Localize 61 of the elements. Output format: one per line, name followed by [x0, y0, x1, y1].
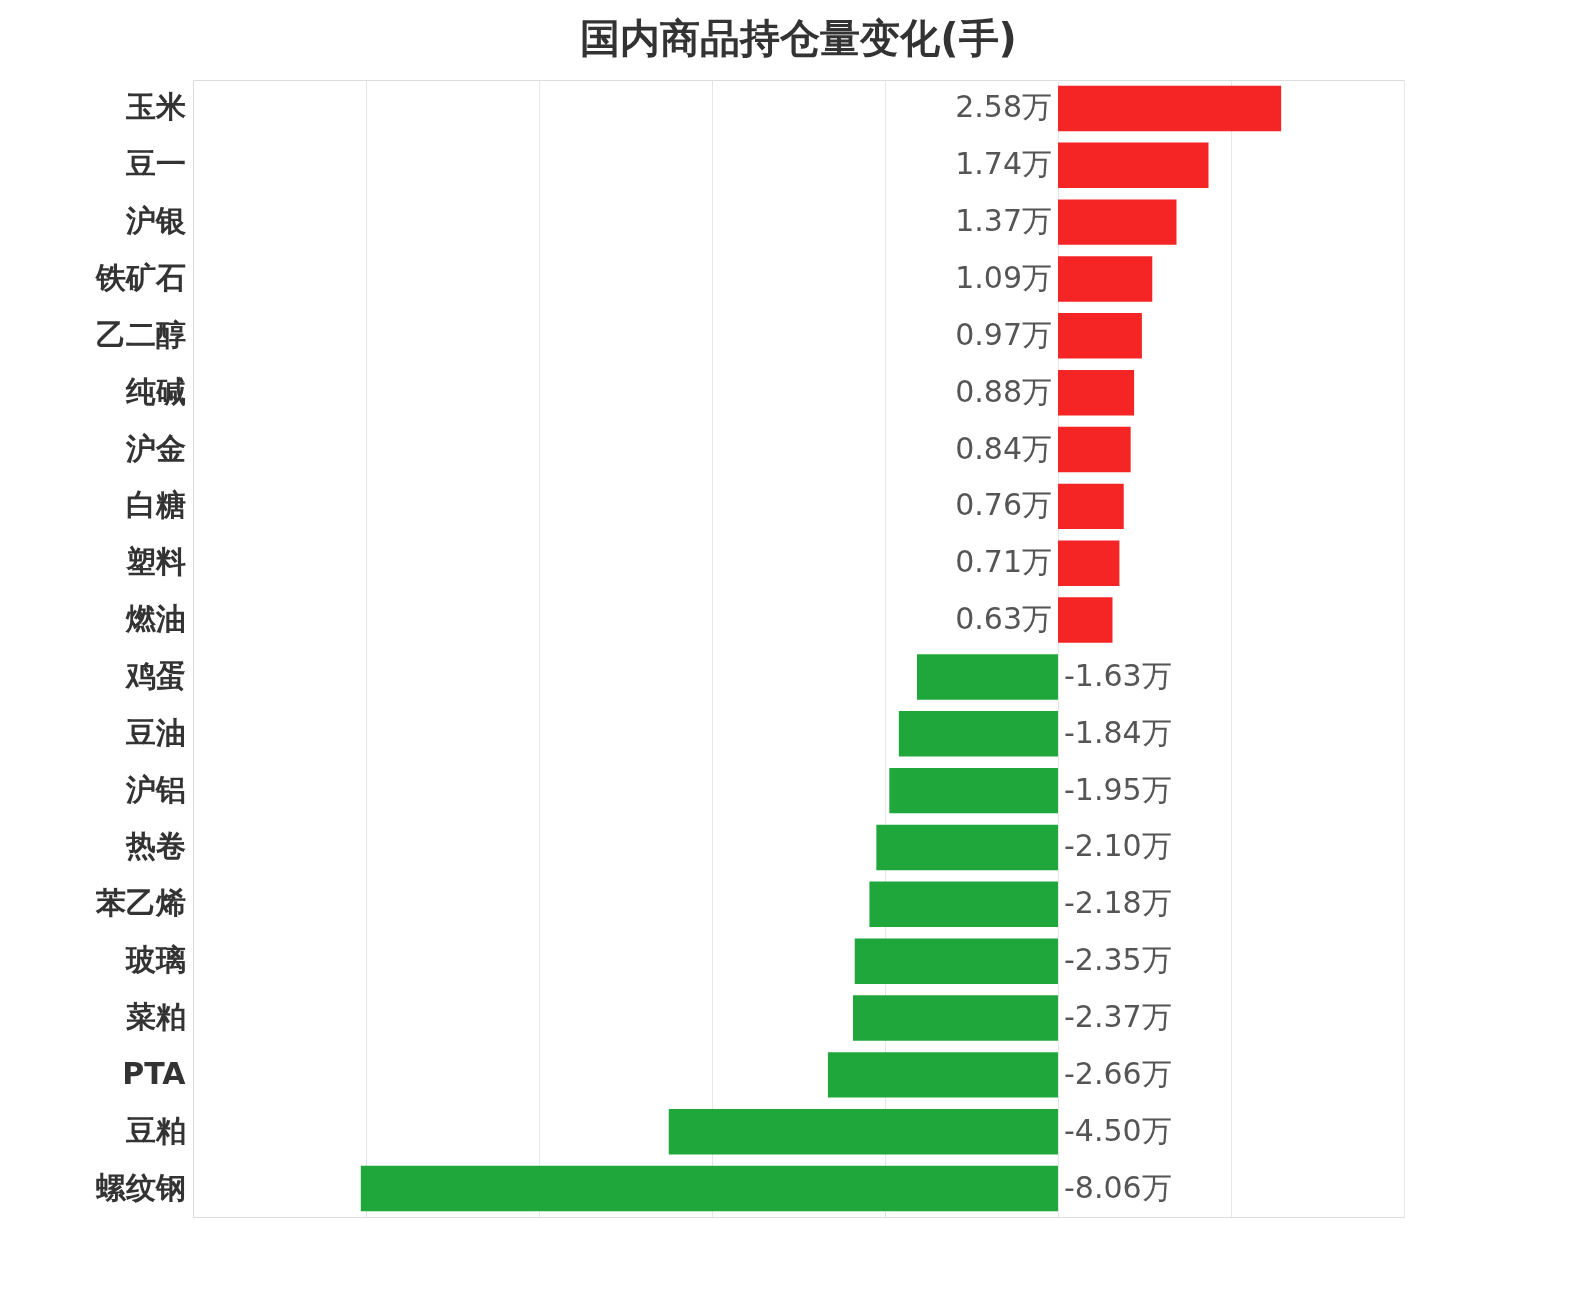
y-tick-label: 纯碱: [124, 373, 186, 409]
data-label: -2.10万: [1064, 828, 1172, 864]
y-tick-label: 豆粕: [124, 1112, 186, 1148]
data-label: 2.58万: [955, 89, 1052, 125]
bar: [1058, 85, 1282, 132]
data-label: -2.35万: [1064, 942, 1172, 978]
bar: [1058, 483, 1124, 530]
y-tick-label: 菜粕: [124, 999, 186, 1035]
bar: [917, 654, 1058, 700]
data-label: -1.84万: [1064, 714, 1172, 750]
y-tick-label: 沪金: [124, 430, 186, 466]
bar: [853, 995, 1058, 1041]
bar: [827, 1052, 1058, 1098]
y-tick-label: 玻璃: [124, 942, 186, 978]
y-tick-label: 螺纹钢: [94, 1169, 186, 1205]
y-tick-label: 沪铝: [124, 771, 186, 807]
y-tick-label: 苯乙烯: [94, 885, 186, 921]
y-tick-label: 燃油: [124, 601, 186, 637]
y-tick-label: 豆油: [124, 714, 186, 750]
bar: [898, 711, 1058, 757]
y-tick-label: 乙二醇: [95, 316, 186, 352]
y-tick-label: 豆一: [124, 146, 186, 182]
bar: [1058, 597, 1113, 643]
data-label: 0.84万: [955, 430, 1052, 466]
data-label: 1.74万: [955, 146, 1052, 182]
bar: [876, 824, 1058, 871]
y-tick-label: 玉米: [124, 89, 186, 125]
bar: [1058, 313, 1142, 359]
data-label: -2.66万: [1064, 1055, 1172, 1091]
data-label: 0.71万: [955, 544, 1052, 580]
bar: [1058, 142, 1209, 189]
bar: [1058, 369, 1135, 416]
y-tick-label: 白糖: [125, 487, 186, 523]
data-label: -4.50万: [1064, 1112, 1172, 1148]
data-label: 0.97万: [955, 316, 1052, 352]
y-tick-label: 热卷: [124, 828, 186, 864]
data-label: -2.37万: [1064, 999, 1172, 1035]
bar: [1058, 199, 1177, 245]
bar: [668, 1108, 1058, 1155]
bar: [1058, 426, 1131, 473]
data-label: -1.95万: [1064, 771, 1172, 807]
data-label: 1.09万: [955, 259, 1052, 295]
chart-title: 国内商品持仓量变化(手): [580, 15, 1017, 61]
data-label: -8.06万: [1064, 1169, 1172, 1205]
data-label: -1.63万: [1064, 657, 1172, 693]
bar: [854, 938, 1058, 984]
bar: [1058, 256, 1153, 302]
bar: [360, 1165, 1058, 1212]
data-label: 1.37万: [955, 203, 1052, 239]
y-tick-label: 塑料: [124, 544, 186, 580]
data-label: 0.76万: [955, 487, 1052, 523]
bar: [1058, 540, 1120, 586]
y-tick-label: PTA: [122, 1055, 187, 1091]
bar: [869, 881, 1058, 928]
y-tick-label: 沪银: [124, 203, 186, 239]
y-tick-label: 铁矿石: [94, 259, 186, 295]
bar: [889, 767, 1058, 814]
data-label: 0.88万: [955, 373, 1052, 409]
data-label: -2.18万: [1064, 885, 1172, 921]
y-tick-label: 鸡蛋: [123, 657, 186, 693]
data-label: 0.63万: [955, 601, 1052, 637]
